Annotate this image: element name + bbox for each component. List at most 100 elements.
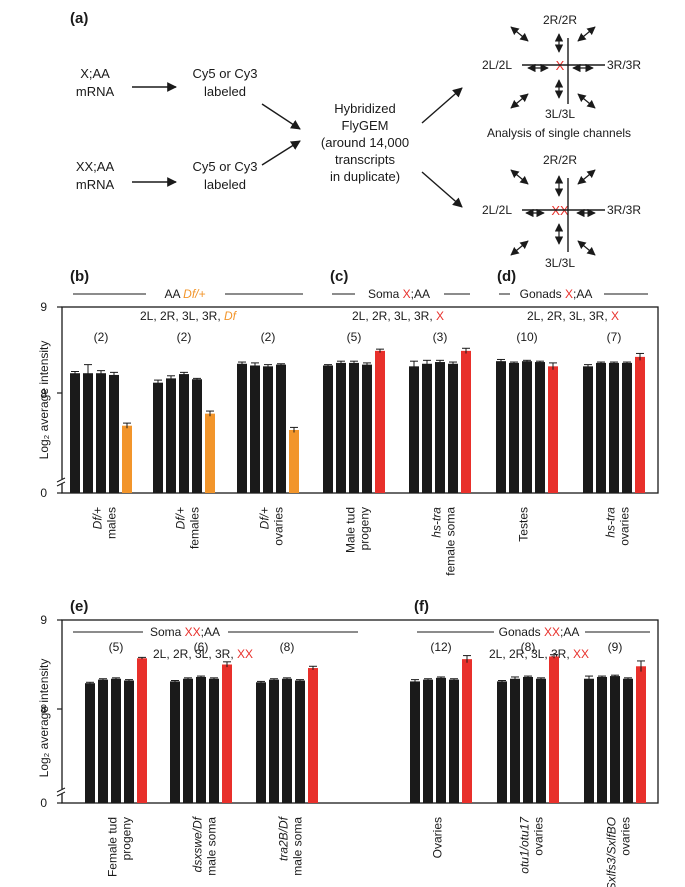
chr-e-run-1: XX — [237, 647, 253, 661]
chromosome-diagram-2: 2R/2R 2L/2L XX 3R/3R 3L/3L — [482, 153, 641, 270]
panel-c-header: Soma X;AA — [368, 287, 430, 301]
bar-3r-group-3 — [295, 680, 305, 803]
chr-f-run-1: XX — [573, 647, 589, 661]
category-label-line1: Female tud — [106, 817, 120, 877]
group-n-label: (2) — [177, 330, 192, 344]
category-label-group-3: tra2B/Dfmale soma — [277, 815, 305, 875]
diag2-arrow-ne — [577, 169, 596, 185]
category-label-group-5: otu1/otu17ovaries — [518, 816, 546, 874]
category-label-line1: dsxswe/Df — [191, 815, 205, 872]
bar-2r-group-7 — [596, 362, 606, 493]
bar-2l-group-6 — [496, 361, 506, 493]
category-label-line2: progeny — [119, 817, 133, 860]
chromosome-diagram-1: 2R/2R 2L/2L X 3R/3R 3L/3L Analysis of si… — [482, 13, 641, 140]
top-bars: (2)Df/+males(2)Df/+females(2)Df/+ovaries… — [56, 306, 659, 576]
bar-2l-group-4 — [410, 681, 420, 803]
bar-2r-group-6 — [597, 676, 607, 803]
labeled2-line1: Cy5 or Cy3 — [192, 159, 257, 174]
axis-break-mark — [56, 477, 66, 483]
bar-df/x-group-5 — [461, 350, 471, 493]
group-n-label: (2) — [94, 330, 109, 344]
category-label-line2: males — [104, 507, 118, 539]
hybrid-line1: Hybridized — [334, 101, 395, 116]
hdr-b-run-0: AA — [164, 287, 183, 301]
bar-3r-group-6 — [623, 678, 633, 803]
category-label-group-6: Testes — [517, 507, 531, 542]
diag1-arrow-se — [577, 93, 596, 109]
bar-2r-group-4 — [423, 679, 433, 803]
hybrid-line2: FlyGEM — [342, 118, 389, 133]
hdr-d-run-2: ;AA — [573, 287, 592, 301]
bar-2r-group-2 — [166, 378, 176, 493]
category-label-group-1: Df/+males — [91, 507, 119, 539]
bottom-bars: (5)Female tudprogeny(6)dsxswe/Dfmale som… — [56, 619, 659, 887]
bar-df/x-group-3 — [289, 429, 299, 493]
hdr-c-run-2: ;AA — [411, 287, 430, 301]
hdr-f-run-2: ;AA — [560, 625, 579, 639]
panel-b-chrom-label: 2L, 2R, 3L, 3R, Df — [140, 309, 238, 323]
category-label-group-6: Sxlfs3/SxlfBOovaries — [605, 817, 633, 887]
diag2-arrow-se — [577, 240, 596, 256]
plot-frame — [61, 619, 659, 804]
bar-3l-group-6 — [610, 676, 620, 803]
bottom-y-axis-label: Log₂ average intensity — [37, 659, 51, 778]
diag1-arrow-nw — [510, 26, 529, 42]
plot-frame — [61, 306, 659, 494]
bar-2l-group-2 — [170, 681, 180, 803]
bar-2r-group-1 — [83, 373, 93, 493]
hybrid-line3: (around 14,000 — [321, 135, 409, 150]
panel-f-label: (f) — [414, 598, 429, 615]
category-label-line2: ovaries — [617, 507, 631, 546]
bar-xx-group-4 — [462, 659, 472, 803]
diag1-arrow-ne — [577, 26, 596, 42]
hdr-f-run-0: Gonads — [499, 625, 544, 639]
bar-3l-group-7 — [609, 362, 619, 493]
bar-2r-group-5 — [510, 678, 520, 803]
bar-xx-group-6 — [636, 666, 646, 803]
panel-e-chrom-label: 2L, 2R, 3L, 3R, XX — [153, 647, 253, 661]
bar-2l-group-1 — [70, 373, 80, 493]
bar-2r-group-5 — [422, 363, 432, 493]
category-label-line1: Df/+ — [91, 507, 105, 529]
panel-a: (a) X;AA mRNA XX;AA mRNA Cy5 or Cy3 labe… — [70, 10, 641, 270]
bar-xx-group-1 — [137, 658, 147, 803]
category-label-group-3: Df/+ovaries — [258, 507, 286, 546]
chart-bcd: (b) (c) (d) AA Df/+ Soma X;AA Gonads X;A… — [37, 268, 659, 576]
panel-d-header: Gonads X;AA — [520, 287, 593, 301]
bottom-y-tick-9: 9 — [40, 613, 47, 627]
hybrid-line4: transcripts — [335, 152, 395, 167]
chr-b-run-1: Df — [224, 309, 238, 323]
bar-3l-group-5 — [523, 676, 533, 803]
panel-f-header: Gonads XX;AA — [499, 625, 580, 639]
group-n-label: (10) — [516, 330, 537, 344]
axis-break-mark — [56, 481, 66, 487]
panel-b-header: AA Df/+ — [164, 287, 205, 301]
panel-d-chrom-label: 2L, 2R, 3L, 3R, X — [527, 309, 619, 323]
bar-3l-group-5 — [435, 362, 445, 493]
group-n-label: (5) — [109, 640, 124, 654]
diag2-arrow-sw — [510, 240, 529, 256]
diag2-bottom-label: 3L/3L — [545, 256, 575, 270]
chr-b-run-0: 2L, 2R, 3L, 3R, — [140, 309, 224, 323]
bar-3r-group-6 — [535, 362, 545, 493]
category-label-line2: ovaries — [531, 817, 545, 856]
category-label-group-1: Female tudprogeny — [106, 817, 134, 877]
top-y-axis-label: Log₂ average intensity — [37, 341, 51, 460]
hdr-c-run-1: X — [403, 287, 411, 301]
category-label-line2: ovaries — [618, 817, 632, 856]
hybrid-line5: in duplicate) — [330, 169, 400, 184]
panel-e-label: (e) — [70, 598, 88, 615]
hdr-d-run-0: Gonads — [520, 287, 565, 301]
group-n-label: (8) — [280, 640, 295, 654]
category-label-line1: Df/+ — [258, 507, 272, 529]
bar-2l-group-6 — [584, 678, 594, 803]
category-label-group-5: hs-trafemale soma — [430, 507, 458, 576]
arrow-to-diagram2 — [421, 171, 463, 208]
bar-2l-group-7 — [583, 366, 593, 493]
bar-2l-group-5 — [497, 681, 507, 803]
group-n-label: (5) — [347, 330, 362, 344]
bar-3r-group-5 — [536, 678, 546, 803]
bar-xx-group-5 — [549, 656, 559, 803]
category-label-line1: otu1/otu17 — [518, 816, 532, 874]
bar-3l-group-4 — [436, 677, 446, 803]
